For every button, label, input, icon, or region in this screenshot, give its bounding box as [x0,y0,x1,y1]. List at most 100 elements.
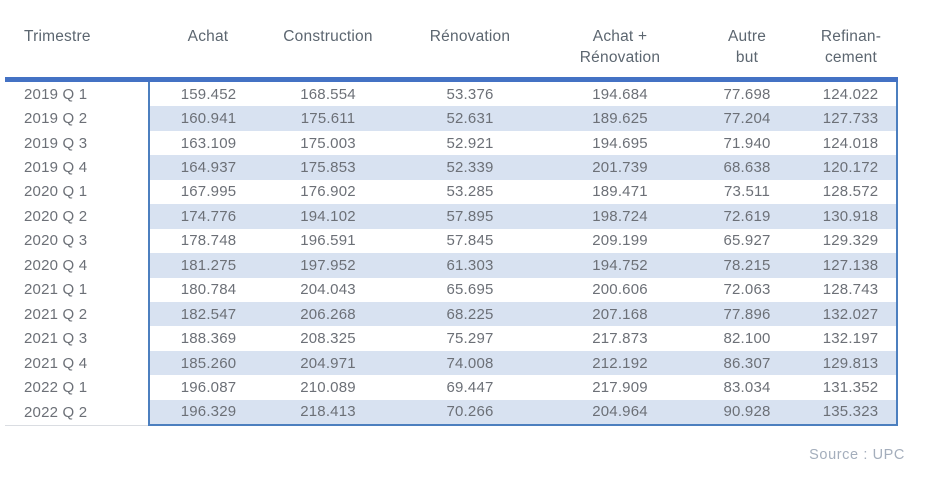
cell-achat: 181.275 [148,253,267,278]
cell-construction: 197.952 [267,253,389,278]
cell-achat: 174.776 [148,204,267,229]
cell-trimestre: 2019 Q 3 [5,130,149,156]
cell-renovation: 69.447 [389,375,551,400]
table-row: 2020 Q 1 167.995 176.902 53.285 189.471 … [5,179,898,205]
cell-trimestre: 2021 Q 3 [5,326,149,351]
table-row: 2020 Q 3 178.748 196.591 57.845 209.199 … [5,228,898,254]
table-row: 2019 Q 3 163.109 175.003 52.921 194.695 … [5,130,898,156]
cell-renovation: 52.921 [389,130,551,156]
cell-refinancement: 124.022 [805,79,898,107]
cell-construction: 175.611 [267,106,389,131]
column-header-achat: Achat [149,14,267,82]
cell-achat: 180.784 [148,277,267,302]
cell-renovation: 52.631 [389,106,551,131]
cell-construction: 204.043 [267,277,389,302]
cell-construction: 176.902 [267,179,389,205]
cell-achat-renovation: 204.964 [551,399,689,427]
cell-renovation: 68.225 [389,301,551,327]
cell-construction: 175.853 [267,155,389,180]
cell-refinancement: 127.138 [805,253,898,278]
cell-autre-but: 65.927 [689,228,805,254]
cell-construction: 218.413 [267,399,389,427]
cell-autre-but: 71.940 [689,130,805,156]
table-row: 2021 Q 1 180.784 204.043 65.695 200.606 … [5,277,898,302]
cell-autre-but: 72.063 [689,277,805,302]
cell-achat: 182.547 [148,301,267,327]
cell-construction: 196.591 [267,228,389,254]
cell-achat-renovation: 194.695 [551,130,689,156]
source-label: Source : UPC [809,447,905,463]
cell-autre-but: 73.511 [689,179,805,205]
cell-achat: 178.748 [148,228,267,254]
cell-renovation: 52.339 [389,155,551,180]
table-row: 2022 Q 1 196.087 210.089 69.447 217.909 … [5,375,898,400]
quarterly-mortgage-table: Trimestre Achat Construction Rénovation … [5,14,898,427]
cell-trimestre: 2019 Q 2 [5,106,149,131]
cell-trimestre: 2021 Q 1 [5,277,149,302]
column-header-refinancement: Refinan- cement [805,14,897,82]
cell-renovation: 61.303 [389,253,551,278]
cell-trimestre: 2021 Q 4 [5,350,149,376]
column-header-trimestre: Trimestre [5,14,149,82]
cell-refinancement: 132.027 [805,301,898,327]
cell-construction: 168.554 [267,79,389,107]
cell-renovation: 53.285 [389,179,551,205]
cell-renovation: 74.008 [389,350,551,376]
cell-trimestre: 2020 Q 3 [5,228,149,254]
cell-autre-but: 90.928 [689,399,805,427]
cell-renovation: 57.845 [389,228,551,254]
column-header-construction: Construction [267,14,389,82]
cell-achat: 163.109 [148,130,267,156]
cell-achat-renovation: 217.909 [551,375,689,400]
cell-achat: 185.260 [148,350,267,376]
cell-refinancement: 128.572 [805,179,898,205]
column-header-renovation: Rénovation [389,14,551,82]
cell-achat-renovation: 194.684 [551,79,689,107]
cell-refinancement: 120.172 [805,155,898,180]
cell-trimestre: 2020 Q 2 [5,204,149,229]
table-row: 2021 Q 3 188.369 208.325 75.297 217.873 … [5,326,898,351]
cell-refinancement: 135.323 [805,399,898,427]
cell-autre-but: 68.638 [689,155,805,180]
header-row: Trimestre Achat Construction Rénovation … [5,14,897,82]
cell-autre-but: 77.204 [689,106,805,131]
column-header-achat-renovation: Achat + Rénovation [551,14,689,82]
cell-trimestre: 2022 Q 1 [5,375,149,400]
cell-trimestre: 2019 Q 1 [5,79,149,107]
cell-achat-renovation: 209.199 [551,228,689,254]
cell-achat: 164.937 [148,155,267,180]
cell-achat: 196.087 [148,375,267,400]
table-row: 2022 Q 2 196.329 218.413 70.266 204.964 … [5,399,898,427]
cell-refinancement: 129.329 [805,228,898,254]
cell-trimestre: 2020 Q 4 [5,253,149,278]
table-row: 2019 Q 4 164.937 175.853 52.339 201.739 … [5,155,898,180]
cell-autre-but: 78.215 [689,253,805,278]
cell-renovation: 75.297 [389,326,551,351]
cell-renovation: 65.695 [389,277,551,302]
cell-autre-but: 86.307 [689,350,805,376]
column-header-autre-but: Autre but [689,14,805,82]
cell-construction: 208.325 [267,326,389,351]
cell-achat-renovation: 200.606 [551,277,689,302]
cell-achat-renovation: 189.625 [551,106,689,131]
cell-achat: 160.941 [148,106,267,131]
cell-autre-but: 72.619 [689,204,805,229]
cell-autre-but: 83.034 [689,375,805,400]
cell-achat-renovation: 217.873 [551,326,689,351]
table-row: 2019 Q 2 160.941 175.611 52.631 189.625 … [5,106,898,131]
cell-refinancement: 130.918 [805,204,898,229]
cell-trimestre: 2019 Q 4 [5,155,149,180]
cell-achat-renovation: 198.724 [551,204,689,229]
cell-autre-but: 77.896 [689,301,805,327]
cell-trimestre: 2021 Q 2 [5,301,149,327]
cell-construction: 206.268 [267,301,389,327]
cell-refinancement: 127.733 [805,106,898,131]
cell-achat: 188.369 [148,326,267,351]
cell-refinancement: 129.813 [805,350,898,376]
table-row: 2021 Q 2 182.547 206.268 68.225 207.168 … [5,301,898,327]
cell-renovation: 53.376 [389,79,551,107]
cell-refinancement: 132.197 [805,326,898,351]
table-row: 2019 Q 1 159.452 168.554 53.376 194.684 … [5,79,898,107]
cell-refinancement: 131.352 [805,375,898,400]
